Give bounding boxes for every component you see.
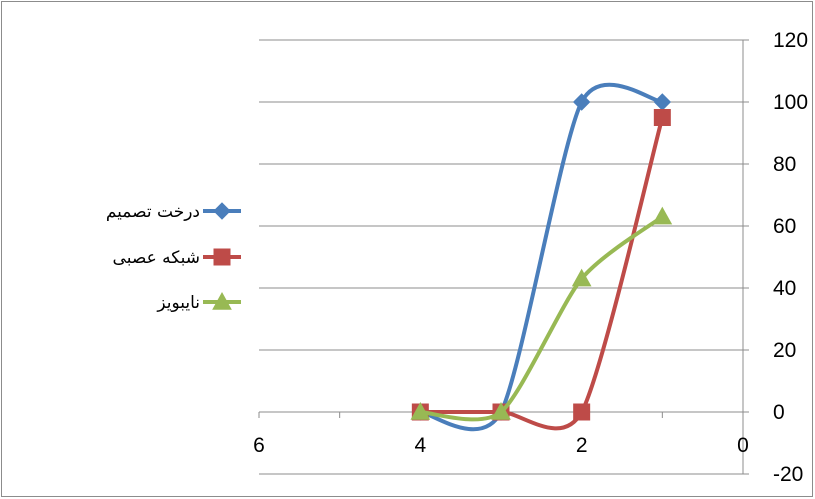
x-tick-label: 4 [414,434,426,457]
x-tick-label: 6 [253,434,265,457]
legend-marker [212,291,232,310]
x-tick-label: 2 [576,434,588,457]
y-tick-label: -20 [773,463,803,486]
data-point [652,206,673,225]
data-point [653,109,671,126]
data-point [572,93,591,111]
y-tick-label: 40 [773,277,796,300]
y-tick-label: 100 [773,91,808,114]
legend-item-1: درخت تصمیم [106,202,241,222]
legend-marker [213,202,231,220]
series-1 [411,82,672,432]
data-point [491,401,511,420]
series-3 [410,206,673,422]
series-line [418,82,665,432]
x-tick-label: 0 [737,434,749,457]
legend-marker [213,248,231,266]
series-line [418,214,665,422]
data-point [573,403,591,421]
legend-label: درخت تصمیم [106,202,200,222]
y-tick-label: 120 [773,29,808,52]
legend-label: شبکه عصبی [113,248,200,268]
data-point [571,268,592,287]
y-tick-label: 20 [773,339,796,362]
y-tick-label: 60 [773,215,796,238]
data-point [410,401,431,420]
y-tick-label: 80 [773,153,796,176]
legend-item-2: شبکه عصبی [113,248,241,268]
legend-label: نایبویز [156,293,200,313]
legend: درخت تصمیم شبکه عصبی نایبویز [106,202,241,313]
series-group [410,82,673,432]
data-point [653,93,672,111]
y-tick-label: 0 [773,401,785,424]
series-2 [411,109,671,431]
legend-item-3: نایبویز [156,291,241,313]
